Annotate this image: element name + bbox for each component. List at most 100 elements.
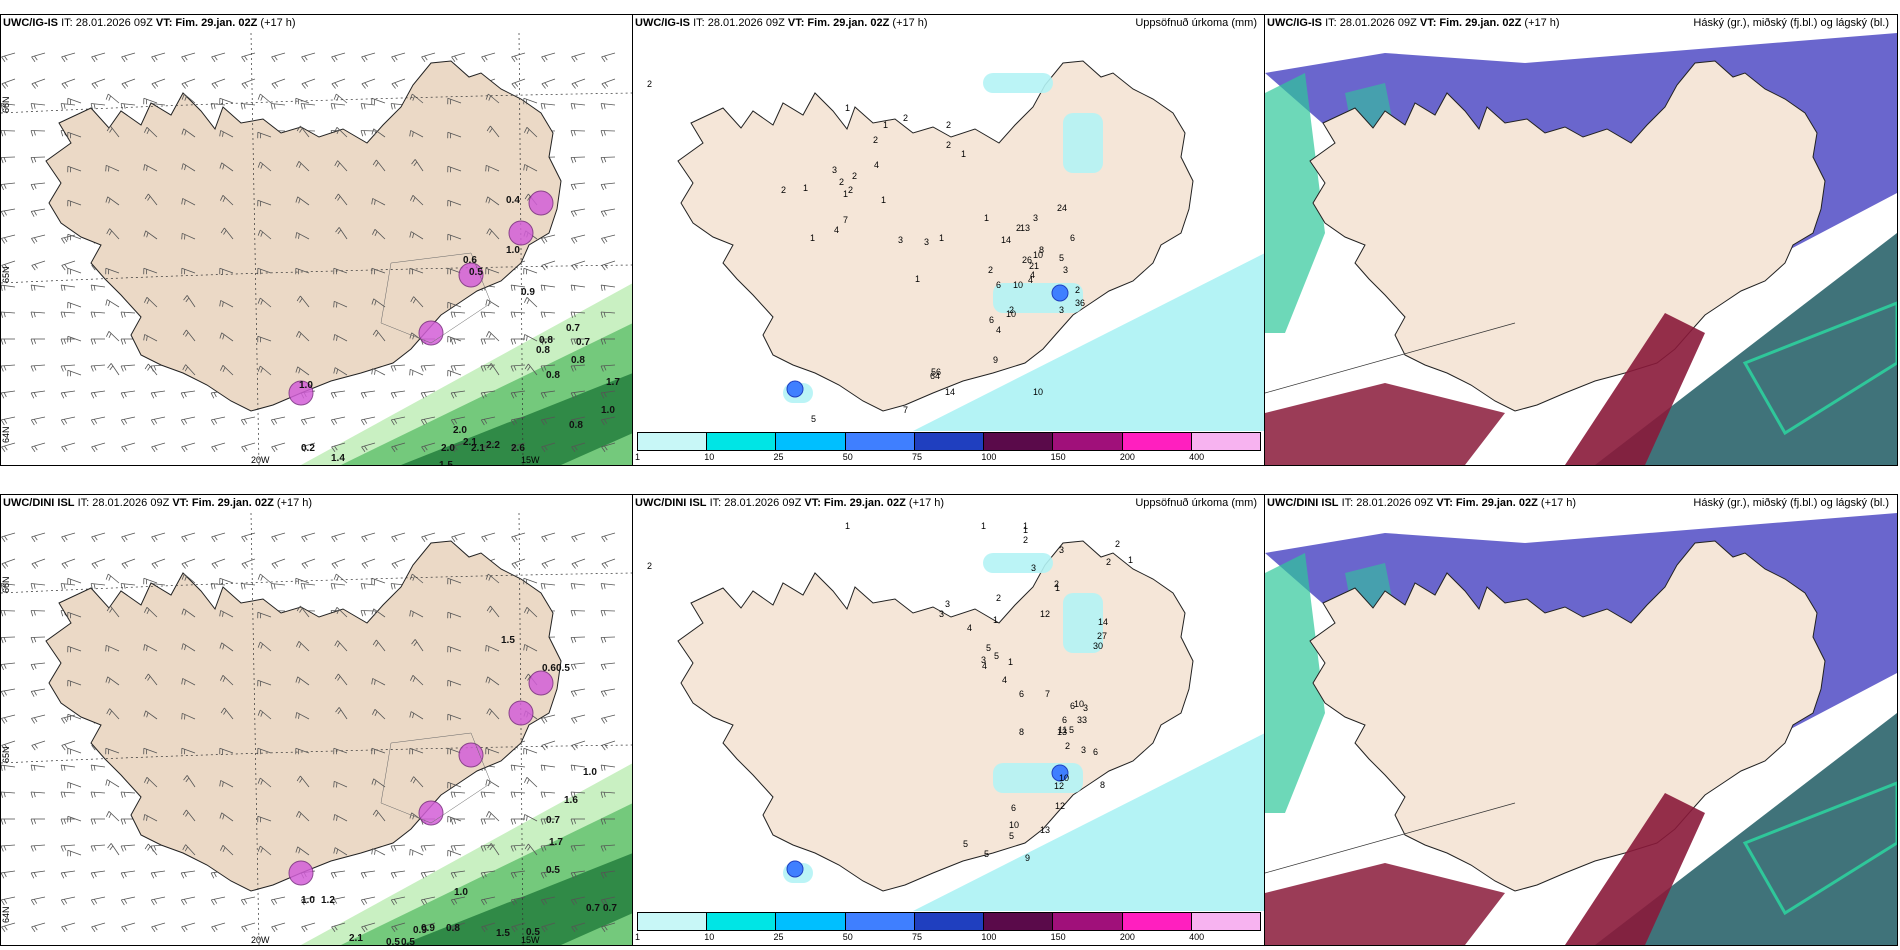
low-cloud-area — [1265, 863, 1505, 945]
gust-value: 1.0 — [506, 245, 520, 256]
high-cloud-contour — [1742, 781, 1897, 916]
panel-precip-dini: UWC/DINI ISL IT: 28.01.2026 09Z VT: Fim.… — [632, 494, 1266, 946]
colorbar-cell — [1053, 433, 1123, 450]
precip-core — [786, 380, 804, 398]
gust-value: 0.5 — [556, 663, 570, 674]
lon-label: 15W — [521, 935, 540, 945]
iceland-landmass — [1309, 540, 1826, 892]
convection-blob — [418, 800, 444, 826]
precip-value: 5 — [1069, 725, 1074, 735]
precip-colorbar: 1 10 25 50 75 100 150 200 400 — [635, 432, 1261, 464]
gust-value: 2.0 — [453, 425, 467, 436]
precip-value: 3 — [1059, 545, 1064, 555]
panel-title: UWC/IG-IS IT: 28.01.2026 09Z VT: Fim. 29… — [1267, 17, 1560, 29]
precip-value: 1 — [843, 189, 848, 199]
gust-value: 0.9 — [521, 287, 535, 298]
precip-value: 6 — [1070, 233, 1075, 243]
precip-value: 5 — [1009, 831, 1014, 841]
gust-value: 2.6 — [511, 443, 525, 454]
precip-value: 1 — [961, 149, 966, 159]
panel-subtitle: Uppsöfnuð úrkoma (mm) — [1135, 17, 1257, 29]
precip-value: 1 — [1023, 525, 1028, 535]
precip-value: 3 — [1081, 745, 1086, 755]
colorbar-tick: 1 — [635, 932, 641, 942]
panel-clouds-igis: UWC/IG-IS IT: 28.01.2026 09Z VT: Fim. 29… — [1264, 14, 1898, 466]
precip-value: 30 — [1093, 641, 1103, 651]
precip-value: 1 — [981, 521, 986, 531]
gust-value: 1.0 — [583, 767, 597, 778]
graticule — [1, 513, 633, 945]
precip-value: 36 — [1075, 298, 1085, 308]
colorbar-tick: 100 — [981, 932, 997, 942]
precip-value: 2 — [647, 561, 652, 571]
lat-label: 64N — [1, 426, 11, 443]
lon-label: 20W — [251, 455, 270, 465]
precip-value: 6 — [1062, 715, 1067, 725]
precip-value: 1 — [883, 120, 888, 130]
precip-value: 6 — [1011, 803, 1016, 813]
precip-shading — [1063, 593, 1103, 653]
precip-value: 4 — [874, 160, 879, 170]
gust-value: 0.6 — [463, 255, 477, 266]
panel-title: UWC/IG-IS IT: 28.01.2026 09Z VT: Fim. 29… — [3, 17, 296, 29]
convection-blob — [288, 860, 314, 886]
precip-value: 10 — [1059, 773, 1069, 783]
precip-value: 6 — [996, 280, 1001, 290]
precip-value: 12 — [1054, 781, 1064, 791]
precip-value: 1 — [881, 195, 886, 205]
colorbar-tick: 400 — [1189, 452, 1205, 462]
colorbar-tick: 150 — [1050, 932, 1066, 942]
panel-precip-igis: UWC/IG-IS IT: 28.01.2026 09Z VT: Fim. 29… — [632, 14, 1266, 466]
precip-value: 1 — [939, 233, 944, 243]
gust-value: 1.4 — [331, 453, 345, 464]
precip-value: 8 — [1019, 727, 1024, 737]
precip-value: 14 — [1098, 617, 1108, 627]
precip-value: 3 — [1063, 265, 1068, 275]
precip-map: 2 1 1 1 1 2 3 2 2 1 3 2 1 3 4 12 14 1 2 5 5 3 3 4 27 30 4 1 6 10 6 11 5 6… — [633, 513, 1265, 945]
colorbar-tick: 200 — [1119, 932, 1135, 942]
precip-value: 14 — [945, 387, 955, 397]
precip-core — [1051, 284, 1069, 302]
lat-label: 65N — [1, 746, 11, 763]
gust-value: 0.7 — [603, 903, 617, 914]
low-cloud-area — [1565, 793, 1705, 945]
gust-value: 1.0 — [301, 895, 315, 906]
colorbar-tick: 10 — [704, 932, 715, 942]
gust-value: 0.4 — [506, 195, 520, 206]
precip-value: 3 — [924, 237, 929, 247]
precip-value: 3 — [832, 165, 837, 175]
precip-value: 1 — [993, 615, 998, 625]
colorbar-cell — [776, 913, 846, 930]
gust-value: 0.8 — [571, 355, 585, 366]
precip-value: 1 — [1023, 521, 1028, 531]
lat-label: 66N — [1, 576, 11, 593]
precip-value: 3 — [1031, 563, 1036, 573]
convection-blob — [528, 670, 554, 696]
precip-core — [786, 860, 804, 878]
gust-value: 1.5 — [439, 460, 453, 465]
colorbar-cell — [1122, 433, 1192, 450]
precip-value: 2 — [1115, 539, 1120, 549]
gust-value: 1.5 — [501, 635, 515, 646]
precip-shading — [983, 553, 1053, 573]
precip-value: 4 — [996, 325, 1001, 335]
precip-value: 6 — [1070, 701, 1075, 711]
snow-hatch — [380, 252, 492, 344]
panel-wind-igis: UWC/IG-IS IT: 28.01.2026 09Z VT: Fim. 29… — [0, 14, 634, 466]
precip-value: 4 — [967, 623, 972, 633]
gust-value: 1.5 — [496, 928, 510, 939]
precip-value: 3 — [1033, 213, 1038, 223]
precip-value: 26 — [1022, 255, 1032, 265]
low-cloud-area — [1265, 383, 1505, 465]
precip-value: 2 — [1023, 535, 1028, 545]
low-cloud-area — [1565, 313, 1705, 465]
precip-shading — [913, 733, 1265, 911]
gust-value: 0.5 — [386, 937, 400, 945]
precip-colorbar: 1 10 25 50 75 100 150 200 400 — [635, 912, 1261, 944]
precip-value: 21 — [1029, 261, 1039, 271]
precip-value: 2 — [781, 185, 786, 195]
precip-value: 4 — [1030, 270, 1035, 280]
